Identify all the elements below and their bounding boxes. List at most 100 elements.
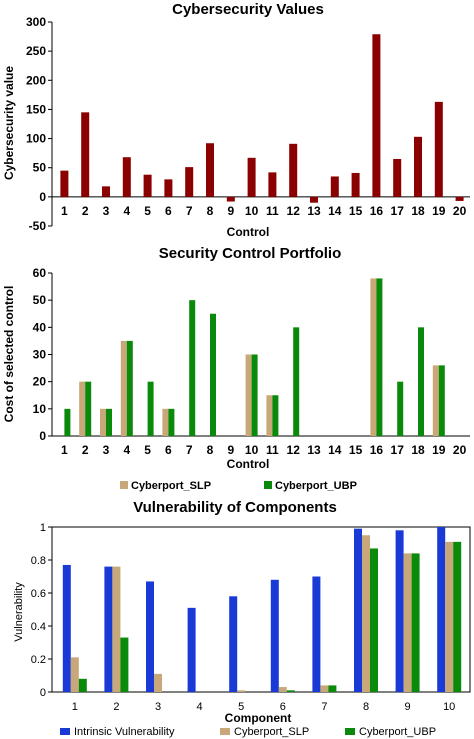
- bar: [411, 553, 420, 692]
- y-tick-label: 0: [39, 190, 46, 204]
- x-tick-label: 9: [227, 443, 234, 457]
- bar: [455, 196, 464, 201]
- chart3-title: Vulnerability of Components: [133, 499, 337, 516]
- bar: [64, 408, 71, 436]
- x-tick-label: 5: [238, 701, 244, 713]
- x-tick-label: 18: [411, 443, 425, 457]
- bar: [120, 637, 129, 692]
- x-tick-label: 6: [165, 443, 172, 457]
- y-tick-label: 300: [26, 15, 46, 29]
- bar: [102, 186, 110, 197]
- x-tick-label: 17: [391, 204, 405, 218]
- x-tick-label: 10: [245, 204, 259, 218]
- legend-swatch-intrinsic: [60, 728, 70, 735]
- x-tick-label: 8: [363, 701, 369, 713]
- bar: [437, 527, 446, 692]
- legend-swatch-slp3: [220, 728, 230, 735]
- bar: [112, 566, 121, 692]
- bar: [266, 395, 273, 436]
- bar: [247, 157, 256, 197]
- x-tick-label: 15: [349, 443, 363, 457]
- bar: [328, 685, 337, 692]
- bar: [270, 579, 279, 692]
- bar: [147, 381, 154, 436]
- bar: [414, 136, 422, 197]
- chart2-title: Security Control Portfolio: [159, 245, 342, 262]
- chart3-xlabel: Component: [225, 711, 292, 725]
- bar: [143, 174, 152, 197]
- bar: [78, 678, 87, 692]
- bar: [168, 408, 175, 436]
- x-tick-label: 3: [155, 701, 161, 713]
- x-tick-label: 19: [432, 443, 446, 457]
- bar: [126, 340, 133, 436]
- y-tick-label: 50: [33, 161, 47, 175]
- bar: [354, 528, 362, 692]
- bar: [310, 196, 318, 203]
- bar: [104, 566, 113, 692]
- y-tick-label: 30: [33, 348, 47, 362]
- chart2-ylabel: Cost of selected control: [2, 286, 16, 423]
- legend-swatch-ubp: [264, 481, 272, 489]
- bar: [438, 365, 445, 436]
- x-tick-label: 16: [370, 204, 384, 218]
- bar: [226, 196, 235, 202]
- x-tick-label: 8: [207, 204, 214, 218]
- bar: [122, 157, 131, 197]
- x-tick-label: 11: [266, 443, 279, 457]
- x-tick-label: 18: [411, 204, 425, 218]
- y-tick-label: 40: [33, 320, 47, 334]
- y-tick-label: 0.4: [31, 621, 46, 633]
- y-tick-label: 0: [39, 429, 46, 443]
- x-tick-label: 20: [453, 204, 467, 218]
- bar: [120, 340, 127, 436]
- panel-security-control-portfolio: Security Control Portfolio Cost of selec…: [2, 245, 470, 492]
- bar: [162, 408, 169, 436]
- bar: [289, 143, 298, 197]
- bar: [370, 548, 378, 692]
- x-tick-label: 15: [349, 204, 363, 218]
- x-tick-label: 10: [245, 443, 259, 457]
- bar: [146, 581, 154, 692]
- x-tick-label: 20: [453, 443, 467, 457]
- y-tick-label: 0.8: [31, 555, 46, 567]
- y-tick-label: 20: [33, 375, 47, 389]
- bar: [272, 395, 279, 436]
- bar: [312, 576, 321, 692]
- bar: [293, 327, 300, 436]
- x-tick-label: 13: [307, 204, 321, 218]
- y-tick-label: 10: [33, 402, 47, 416]
- x-tick-label: 2: [82, 443, 89, 457]
- x-tick-label: 1: [61, 443, 68, 457]
- bar: [376, 278, 383, 436]
- bar: [330, 176, 339, 197]
- bar: [320, 685, 329, 692]
- x-tick-label: 14: [328, 204, 342, 218]
- bar: [278, 687, 287, 692]
- x-tick-label: 5: [144, 443, 151, 457]
- y-tick-label: 250: [26, 44, 46, 58]
- y-tick-label: -50: [29, 219, 47, 233]
- x-tick-label: 16: [370, 443, 384, 457]
- bar: [403, 553, 412, 692]
- legend-label-slp3: Cyberport_SLP: [234, 726, 309, 738]
- bar: [445, 541, 454, 692]
- bar: [372, 34, 381, 197]
- x-tick-label: 7: [186, 443, 193, 457]
- x-tick-label: 6: [165, 204, 172, 218]
- bar: [187, 607, 196, 692]
- bar: [62, 564, 71, 692]
- bar: [81, 112, 90, 197]
- x-tick-label: 13: [307, 443, 321, 457]
- bar: [154, 673, 162, 692]
- x-tick-label: 10: [443, 701, 455, 713]
- x-tick-label: 9: [405, 701, 411, 713]
- x-tick-label: 1: [61, 204, 68, 218]
- bar: [286, 690, 295, 692]
- x-tick-label: 7: [186, 204, 193, 218]
- plot-frame: [51, 526, 471, 693]
- bar: [100, 408, 106, 436]
- legend-label-ubp3: Cyberport_UBP: [359, 726, 436, 738]
- bar: [393, 158, 402, 197]
- panel-cybersecurity-values: Cybersecurity Values Cybersecurity value…: [2, 1, 470, 239]
